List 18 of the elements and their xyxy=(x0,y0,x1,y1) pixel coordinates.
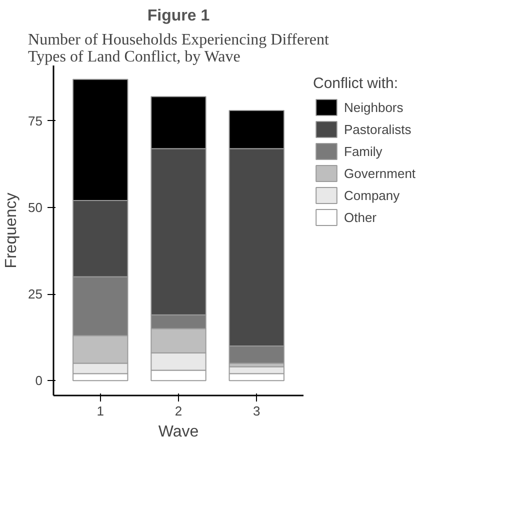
legend-label: Government xyxy=(344,166,416,180)
legend-label: Company xyxy=(344,188,400,202)
legend-label: Other xyxy=(344,210,377,224)
x-tick-label: 3 xyxy=(253,404,260,418)
y-axis-title: Frequency xyxy=(3,192,20,268)
x-axis-title: Wave xyxy=(158,424,199,440)
legend-label: Pastoralists xyxy=(344,122,412,136)
y-tick-label: 0 xyxy=(35,373,43,388)
x-tick-label: 1 xyxy=(96,404,104,418)
x-tick-label: 2 xyxy=(174,404,182,418)
legend-title: Conflict with: xyxy=(313,75,400,92)
legend-label: Neighbors xyxy=(344,100,404,114)
y-tick-label: 50 xyxy=(28,200,43,215)
y-tick-label: 25 xyxy=(28,286,43,302)
y-tick-label: 75 xyxy=(28,113,43,128)
chart-title: Figure 1 xyxy=(147,8,210,24)
legend-label: Family xyxy=(344,144,382,158)
chart-subtitle: Number of Households Experiencing Different Types of Land Conflict, by Wave xyxy=(28,32,330,66)
